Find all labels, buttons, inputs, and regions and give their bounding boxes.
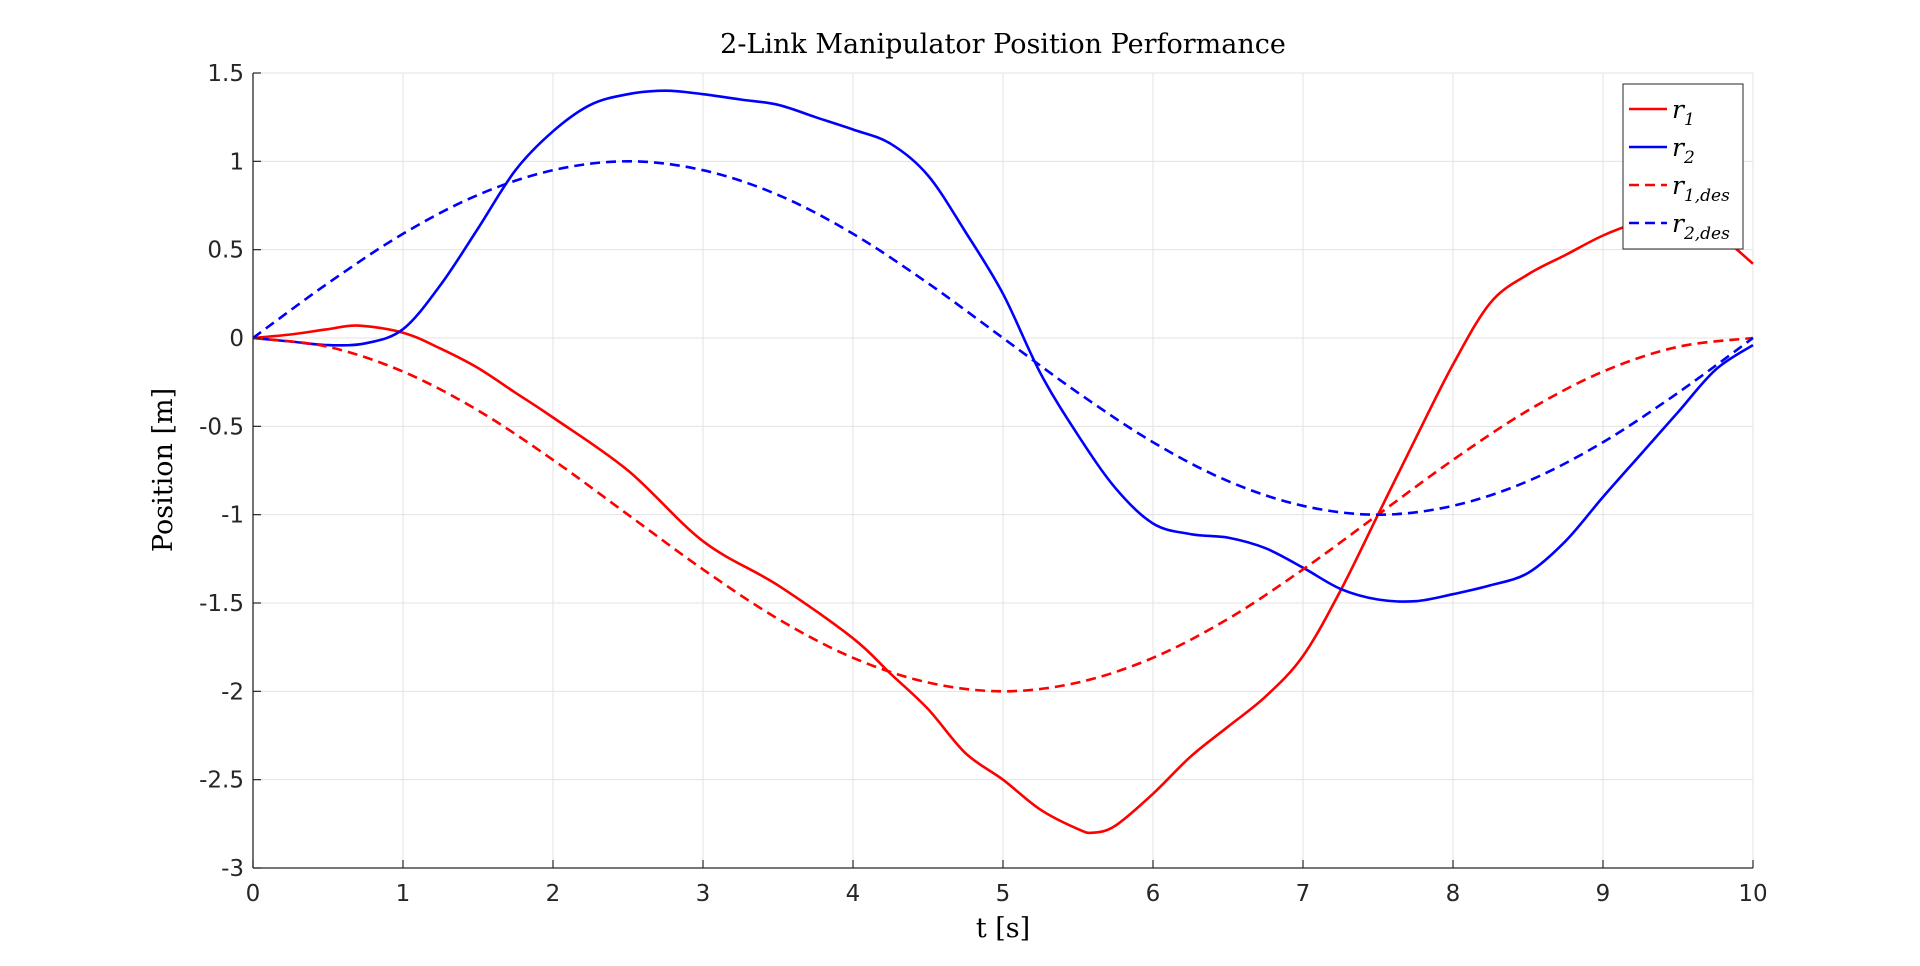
legend-box <box>1622 83 1744 250</box>
legend-entry-base: r <box>1672 133 1686 162</box>
legend-entry-base: r <box>1672 209 1686 238</box>
series-line-2 <box>252 89 1754 603</box>
y-tick-label: 0.5 <box>207 238 244 264</box>
x-tick-label: 0 <box>246 881 261 907</box>
x-ticks: 0 1 2 3 4 5 6 7 8 9 10 <box>246 860 1768 907</box>
legend-entry-base: r <box>1672 95 1686 124</box>
legend-entry-subscript: 1,des <box>1684 186 1730 206</box>
x-tick-label: 3 <box>696 881 711 907</box>
y-ticks: -3 -2.5 -2 -1.5 -1 -0.5 0 0.5 1 1.5 <box>199 61 261 882</box>
x-tick-label: 1 <box>396 881 411 907</box>
y-tick-label: 0 <box>229 326 244 352</box>
series-line-3 <box>252 336 1754 693</box>
x-tick-label: 2 <box>546 881 561 907</box>
legend-entry-4: r2,des <box>1672 209 1730 244</box>
series-line-1 <box>252 209 1754 835</box>
x-tick-label: 9 <box>1596 881 1611 907</box>
legend-entry-3: r1,des <box>1672 171 1730 206</box>
legend-entry-base: r <box>1672 171 1686 200</box>
x-tick-label: 5 <box>996 881 1011 907</box>
x-axis-label: t [s] <box>976 913 1030 944</box>
x-tick-label: 7 <box>1296 881 1311 907</box>
y-tick-label: -2 <box>221 679 244 705</box>
x-tick-label: 4 <box>846 881 861 907</box>
legend-entry-subscript: 1 <box>1684 110 1695 130</box>
y-tick-label: -1 <box>221 503 244 529</box>
legend-entry-subscript: 2 <box>1683 148 1695 168</box>
y-tick-label: -3 <box>221 856 244 882</box>
chart-title: 2-Link Manipulator Position Performance <box>720 29 1286 60</box>
legend-entry-subscript: 2,des <box>1683 224 1730 244</box>
y-tick-label: -1.5 <box>199 591 244 617</box>
series-layer <box>252 89 1754 835</box>
y-tick-label: 1 <box>229 149 244 175</box>
y-tick-label: -0.5 <box>199 414 244 440</box>
x-tick-label: 6 <box>1146 881 1161 907</box>
x-tick-label: 10 <box>1738 881 1767 907</box>
x-tick-label: 8 <box>1446 881 1461 907</box>
grid <box>252 72 1754 869</box>
y-tick-label: 1.5 <box>207 61 244 87</box>
legend-entry-2: r2 <box>1672 133 1695 168</box>
y-tick-label: -2.5 <box>199 768 244 794</box>
legend-entry-1: r1 <box>1672 95 1695 130</box>
y-axis-label: Position [m] <box>148 388 179 552</box>
